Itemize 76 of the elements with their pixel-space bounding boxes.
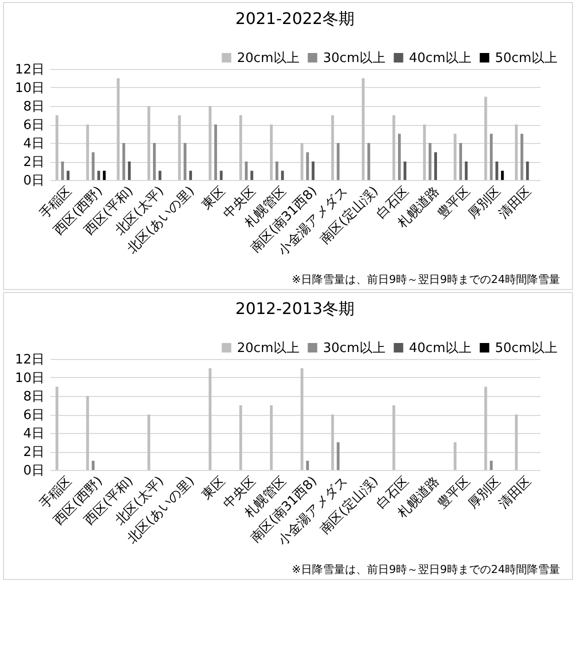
bar — [306, 152, 309, 180]
y-tick-label: 10日 — [14, 81, 44, 96]
bar — [459, 143, 462, 180]
bar — [300, 143, 304, 180]
bar — [428, 143, 432, 180]
bar — [484, 386, 488, 470]
legend-label: 20cm以上 — [237, 340, 300, 356]
bar — [306, 460, 309, 470]
y-tick-label: 2日 — [23, 445, 44, 460]
bar — [147, 414, 150, 470]
bar — [178, 115, 181, 180]
bar — [312, 162, 314, 180]
bar — [331, 115, 334, 180]
bar — [147, 106, 150, 180]
bar — [520, 134, 524, 180]
bar — [244, 162, 248, 180]
legend-label: 40cm以上 — [409, 50, 472, 66]
bar — [281, 170, 284, 180]
bar — [331, 414, 334, 470]
bar — [454, 134, 456, 180]
chart-title: 2012-2013冬期 — [235, 299, 355, 318]
bar — [184, 143, 186, 180]
y-tick-label: 2日 — [23, 155, 44, 170]
bar — [484, 96, 488, 180]
y-tick-label: 6日 — [23, 408, 44, 423]
bar — [454, 442, 456, 470]
y-tick-label: 4日 — [23, 136, 44, 152]
bar — [189, 170, 192, 180]
legend-label: 50cm以上 — [495, 340, 558, 356]
y-tick-label: 12日 — [14, 352, 44, 368]
bar — [300, 368, 304, 470]
bar — [464, 162, 468, 180]
bar — [526, 162, 529, 180]
y-tick-label: 0日 — [23, 464, 44, 478]
bar — [61, 162, 64, 180]
bar — [514, 124, 518, 180]
bar — [56, 386, 58, 470]
y-tick-label: 0日 — [23, 174, 44, 188]
bar — [158, 170, 162, 180]
bar — [208, 106, 212, 180]
legend-label: 40cm以上 — [409, 340, 472, 356]
bar — [362, 78, 365, 180]
bar — [270, 124, 273, 180]
y-tick-label: 4日 — [23, 426, 44, 442]
chart-title: 2021-2022冬期 — [235, 9, 355, 28]
y-tick-label: 10日 — [14, 371, 44, 386]
bar — [214, 124, 218, 180]
y-tick-label: 8日 — [23, 390, 44, 404]
bar — [367, 143, 370, 180]
bar — [398, 134, 401, 180]
legend-label: 20cm以上 — [237, 50, 300, 66]
bar — [514, 414, 518, 470]
bar — [423, 124, 426, 180]
bar — [56, 115, 58, 180]
bar — [495, 162, 498, 180]
y-tick-label: 8日 — [23, 100, 44, 114]
text: ※日降雪量は、前日9時～翌日9時までの24時間降雪量 — [290, 562, 561, 578]
bar — [86, 396, 89, 470]
y-tick-label: 6日 — [23, 118, 44, 133]
legend-label: 30cm以上 — [323, 50, 386, 66]
bar — [404, 162, 406, 180]
bar — [336, 143, 340, 180]
bar — [434, 152, 437, 180]
bar — [276, 162, 278, 180]
bar — [208, 368, 212, 470]
bar — [116, 78, 120, 180]
y-tick-label: 12日 — [14, 62, 44, 78]
bar — [122, 143, 126, 180]
bar — [128, 162, 131, 180]
legend-label: 50cm以上 — [495, 50, 558, 66]
text: ※日降雪量は、前日9時～翌日9時までの24時間降雪量 — [290, 272, 561, 288]
bar — [66, 170, 70, 180]
bar — [501, 170, 504, 180]
bar — [153, 143, 156, 180]
legend-label: 30cm以上 — [323, 340, 386, 356]
bar — [86, 124, 89, 180]
